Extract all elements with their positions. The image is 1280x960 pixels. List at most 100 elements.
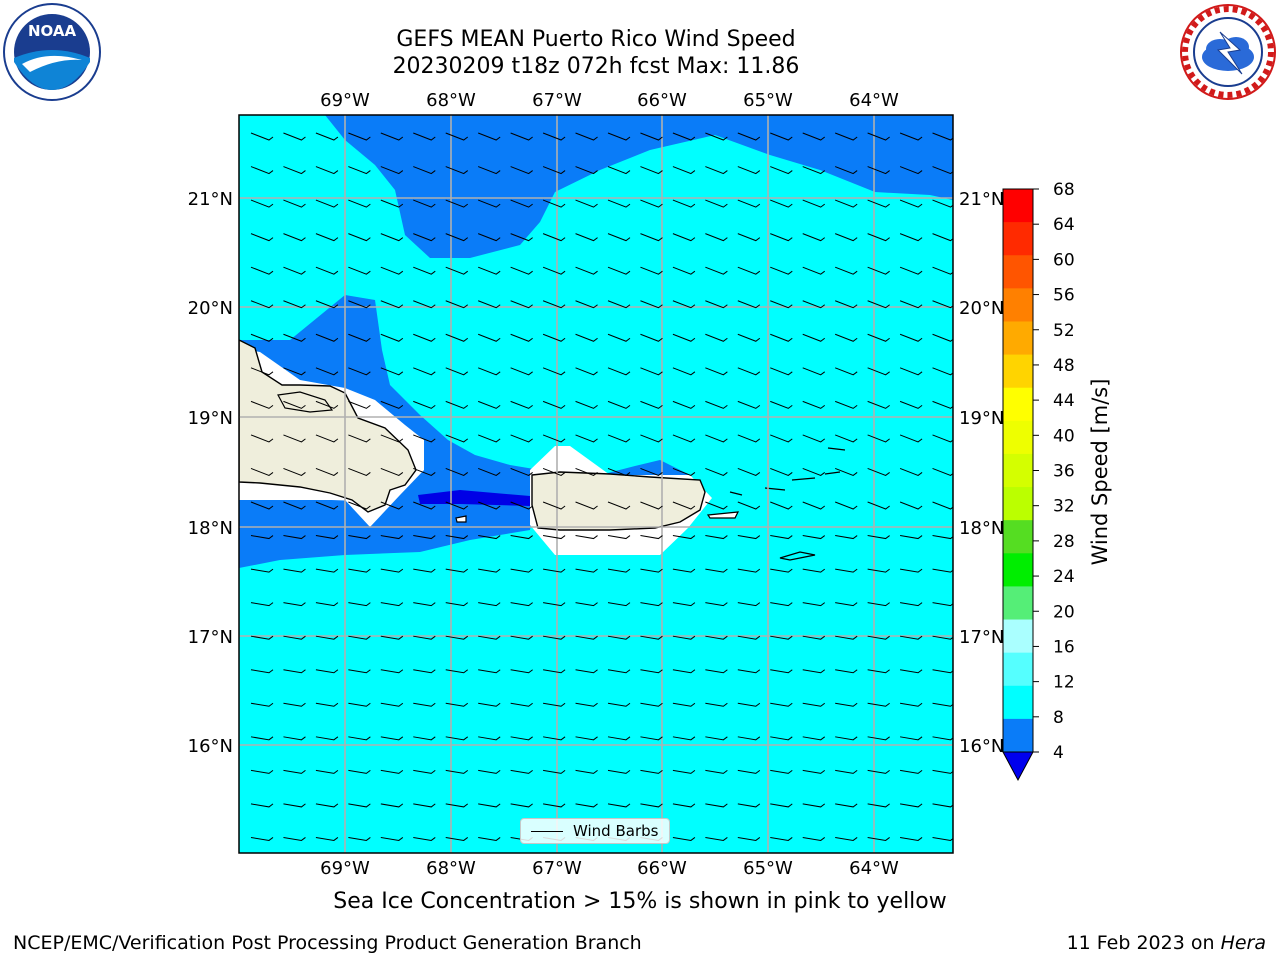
- wind-barb: [770, 434, 793, 443]
- wind-barb: [802, 702, 826, 707]
- wind-barb: [900, 736, 923, 741]
- map-gridlines: [239, 115, 953, 853]
- wind-barb: [802, 501, 826, 510]
- wind-barb: [867, 400, 890, 409]
- wind-barb: [380, 199, 404, 208]
- wind-barb: [510, 233, 533, 242]
- wind-barb: [575, 535, 598, 540]
- wind-barb: [737, 199, 761, 208]
- wind-barb: [478, 199, 501, 208]
- wind-barb: [575, 166, 598, 175]
- wind-barb: [445, 769, 469, 774]
- wind-barb: [380, 769, 404, 774]
- wind-barb: [510, 467, 533, 477]
- vieques-island: [706, 511, 740, 519]
- wind-barb: [283, 535, 306, 540]
- wind-barb: [250, 769, 274, 774]
- wind-barb: [445, 233, 469, 242]
- wind-barb: [478, 233, 501, 242]
- wind-barb: [543, 669, 566, 674]
- wind-barb: [348, 535, 371, 540]
- colorbar-tick-label: 24: [1053, 567, 1075, 587]
- wind-barb: [413, 635, 436, 640]
- wind-speed-4-8-north-region: [325, 115, 953, 258]
- wind-barb: [542, 367, 566, 376]
- wind-barb: [283, 803, 306, 808]
- wind-barb: [802, 535, 826, 540]
- lat-label-right: 17°N: [959, 627, 1004, 648]
- wind-barb: [932, 132, 953, 141]
- colorbar-segment: [1003, 354, 1033, 389]
- wind-barb: [445, 535, 469, 540]
- colorbar-segment: [1003, 652, 1033, 687]
- wind-barb: [932, 635, 953, 640]
- wind-barb: [510, 736, 533, 741]
- wind-barb: [607, 568, 631, 573]
- lat-label-left: 21°N: [188, 189, 233, 210]
- wind-barb: [802, 467, 826, 477]
- wind-barb: [575, 736, 598, 741]
- wind-barb: [770, 333, 793, 342]
- wind-barb: [867, 434, 890, 443]
- wind-barb: [640, 535, 663, 540]
- wind-barb: [575, 434, 598, 443]
- wind-barb: [867, 367, 890, 376]
- wind-barb: [607, 602, 631, 607]
- wind-barb: [315, 266, 339, 275]
- wind-barb: [348, 602, 371, 607]
- wind-barb: [640, 602, 663, 607]
- wind-barb: [900, 568, 923, 573]
- puerto-rico-land: [531, 471, 706, 531]
- wind-barb: [283, 769, 306, 774]
- wind-barb: [867, 166, 890, 175]
- wind-barb: [770, 769, 793, 774]
- wind-barb: [737, 367, 761, 376]
- wind-barb: [380, 367, 404, 376]
- wind-barb: [348, 199, 371, 208]
- wind-barb: [380, 501, 404, 510]
- wind-barb: [802, 233, 826, 242]
- wind-barb: [672, 367, 696, 376]
- wind-barb: [445, 669, 469, 674]
- wind-barb: [250, 166, 274, 175]
- wind-barb: [542, 166, 566, 175]
- wind-barb: [672, 233, 696, 242]
- wind-barb: [413, 836, 436, 841]
- wind-barb: [315, 769, 339, 774]
- wind-barb: [802, 266, 826, 275]
- wind-barb: [705, 266, 728, 275]
- wind-barb: [445, 166, 469, 175]
- wind-barb: [510, 132, 533, 141]
- wind-barb: [380, 635, 404, 640]
- wind-barb: [510, 400, 533, 409]
- wind-barb: [445, 333, 469, 342]
- wind-barb: [542, 400, 566, 409]
- wind-barb: [510, 602, 533, 607]
- wind-barb: [380, 300, 404, 309]
- latitude-labels-right: 21°N 20°N 19°N 18°N 17°N 16°N: [959, 189, 1004, 757]
- wind-barb: [445, 635, 469, 640]
- wind-barb: [575, 367, 598, 376]
- wind-barb: [575, 199, 598, 208]
- wind-barb: [737, 602, 761, 607]
- wind-barb: [672, 166, 696, 175]
- colorbar-segment: [1003, 685, 1033, 720]
- wind-barb: [705, 602, 728, 607]
- wind-barb: [607, 769, 631, 774]
- wind-barb: [348, 769, 371, 774]
- map-plot-area: [239, 115, 953, 853]
- wind-barb: [315, 166, 339, 175]
- colorbar-segment: [1003, 453, 1033, 488]
- colorbar-segment: [1003, 222, 1033, 256]
- wind-barb: [835, 568, 858, 573]
- wind-barb: [899, 367, 923, 376]
- wind-barb: [802, 199, 826, 208]
- wind-barb: [250, 836, 274, 841]
- wind-barb: [445, 467, 469, 477]
- wind-barb: [705, 836, 728, 841]
- wind-barb: [413, 266, 436, 275]
- wind-barb: [737, 233, 761, 242]
- wind-barb: [510, 702, 533, 707]
- colorbar-tick-label: 56: [1053, 286, 1075, 306]
- wind-barb: [737, 769, 761, 774]
